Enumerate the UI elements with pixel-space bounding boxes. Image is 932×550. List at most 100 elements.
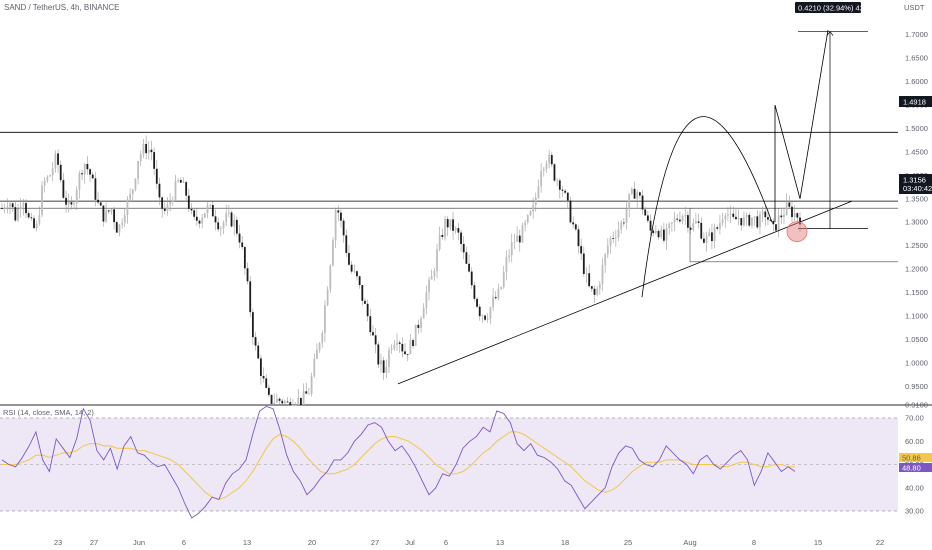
rsi-title: RSI (14, close, SMA, 14, 2)	[3, 408, 94, 417]
time-tick-label: 20	[308, 538, 316, 547]
candle-body	[145, 143, 148, 154]
candle-body	[275, 398, 278, 403]
candle-body	[598, 283, 601, 289]
price-tick-label: 1.1500	[905, 288, 928, 297]
candle-body	[516, 235, 518, 242]
candle-body	[222, 222, 225, 229]
candle-body	[518, 235, 521, 243]
candle-body	[500, 287, 502, 289]
candle-body	[668, 223, 671, 228]
current-price-text: 1.3156	[903, 176, 926, 185]
candle-body	[177, 179, 180, 182]
candle-body	[676, 218, 679, 220]
candle-body	[510, 242, 513, 256]
projected-path	[774, 29, 829, 223]
candle-body	[292, 405, 294, 406]
candle-body	[121, 222, 124, 225]
candle-body	[190, 208, 193, 211]
candle-body	[697, 221, 700, 223]
candle-body	[179, 179, 182, 183]
candle-body	[316, 349, 318, 359]
candle-body	[361, 285, 364, 301]
candle-body	[9, 203, 11, 207]
candle-body	[41, 185, 43, 216]
candle-body	[494, 297, 497, 299]
candle-body	[649, 220, 652, 231]
candle-body	[201, 217, 204, 224]
candle-body	[780, 215, 783, 218]
candle-body	[73, 203, 75, 205]
candle-body	[457, 228, 460, 233]
candle-body	[756, 216, 759, 228]
current-price-tag: 1.3156 03:40:42	[899, 174, 932, 194]
candle-body	[273, 402, 276, 404]
rsi-tick-label: 40.00	[905, 483, 924, 492]
candle-body	[243, 247, 246, 269]
candle-body	[665, 227, 668, 241]
candle-body	[588, 273, 591, 287]
candle-body	[259, 358, 262, 377]
rsi-band	[0, 418, 898, 511]
candle-body	[49, 175, 51, 177]
candle-body	[270, 394, 273, 404]
candle-body	[86, 163, 89, 170]
candle-body	[622, 222, 625, 224]
time-tick-label: 22	[876, 538, 884, 547]
candle-body	[569, 200, 572, 223]
candle-body	[614, 237, 617, 239]
candle-body	[438, 234, 441, 250]
candle-body	[308, 393, 310, 395]
candle-body	[249, 281, 252, 313]
candle-body	[348, 252, 350, 265]
candle-body	[161, 197, 164, 209]
candle-body	[372, 332, 374, 336]
candle-body	[636, 192, 639, 199]
candle-body	[406, 354, 409, 355]
candle-body	[556, 180, 559, 182]
candle-body	[670, 222, 673, 224]
candle-body	[489, 307, 492, 319]
time-tick-label: 27	[90, 538, 98, 547]
candle-body	[203, 212, 206, 218]
candle-body	[441, 234, 444, 237]
candle-body	[735, 216, 737, 220]
candle-body	[452, 219, 454, 231]
candle-body	[254, 337, 257, 346]
candle-body	[169, 201, 172, 205]
candle-body	[17, 208, 19, 221]
rsi-ma-value: 50.86	[902, 454, 921, 463]
time-tick-label: 18	[561, 538, 569, 547]
candle-body	[617, 229, 620, 238]
candle-body	[396, 342, 398, 345]
candle-body	[454, 228, 457, 231]
rsi-value: 48.80	[902, 464, 921, 473]
candle-body	[350, 264, 353, 272]
candle-body	[147, 149, 150, 154]
price-tick-label: 1.0500	[905, 335, 928, 344]
candle-body	[353, 271, 356, 273]
candle-body	[430, 276, 433, 280]
candle-body	[398, 342, 401, 344]
time-tick-label: 13	[496, 538, 504, 547]
candle-body	[251, 312, 254, 338]
candle-body	[785, 202, 788, 215]
candle-body	[286, 401, 289, 403]
candle-body	[788, 202, 791, 207]
candle-body	[638, 192, 641, 196]
candle-body	[369, 316, 372, 333]
candle-body	[564, 190, 567, 193]
candle-body	[126, 199, 129, 216]
candle-body	[137, 160, 140, 179]
candle-body	[654, 230, 657, 234]
candle-body	[305, 391, 308, 394]
candle-body	[660, 229, 663, 238]
candle-body	[91, 174, 94, 179]
candle-body	[537, 186, 540, 198]
candle-body	[246, 268, 249, 282]
candle-body	[105, 210, 107, 222]
candle-body	[51, 168, 54, 176]
candle-body	[449, 219, 452, 228]
candle-body	[767, 217, 769, 220]
candle-body	[217, 222, 220, 230]
resistance-tag: 1.4918	[899, 96, 932, 107]
